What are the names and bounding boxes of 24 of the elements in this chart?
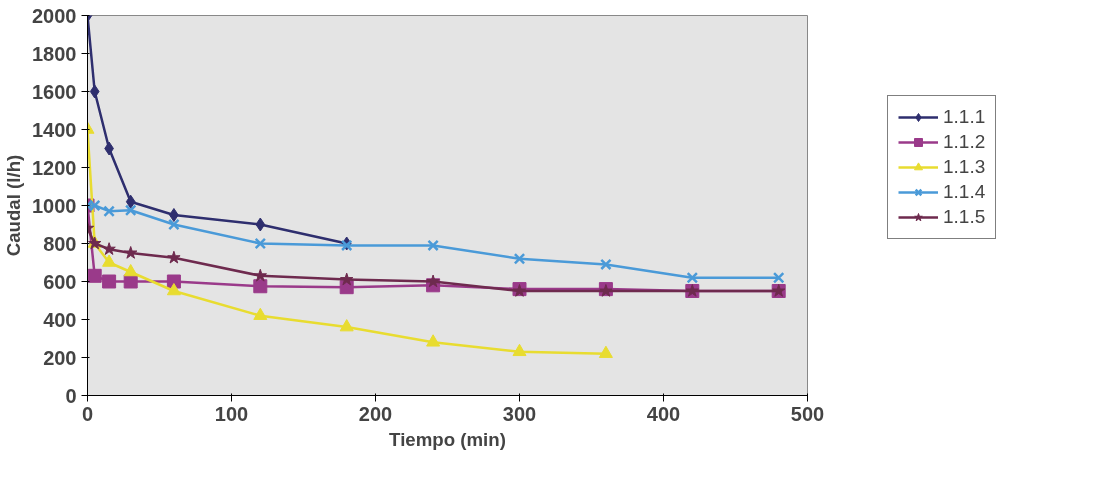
y-tick-label: 2000	[32, 4, 77, 27]
y-tick-label: 1800	[32, 42, 77, 65]
y-tick-label: 800	[43, 232, 77, 255]
x-tick-label: 0	[81, 402, 94, 425]
y-tick-label: 1000	[32, 194, 77, 217]
y-tick-label: 1600	[32, 80, 77, 103]
x-tick-label: 200	[358, 402, 393, 425]
x-axis-title: Tiempo (min)	[389, 428, 506, 450]
legend-label: 1.1.3	[943, 156, 986, 178]
y-tick-label: 600	[43, 270, 77, 293]
x-tick-label: 400	[646, 402, 681, 425]
y-tick-label: 1200	[32, 156, 77, 179]
legend-label: 1.1.5	[943, 206, 986, 228]
legend-label: 1.1.2	[943, 131, 986, 153]
x-tick-label: 500	[790, 402, 825, 425]
y-tick-label: 1400	[32, 118, 77, 141]
legend-label: 1.1.1	[943, 106, 986, 128]
y-tick-label: 200	[43, 346, 77, 369]
y-tick-label: 0	[65, 384, 77, 407]
y-tick-label: 400	[43, 308, 77, 331]
legend-label: 1.1.4	[943, 181, 986, 203]
x-tick-label: 300	[502, 402, 537, 425]
x-tick-label: 100	[214, 402, 249, 425]
y-axis-title: Caudal (l/h)	[3, 154, 25, 257]
